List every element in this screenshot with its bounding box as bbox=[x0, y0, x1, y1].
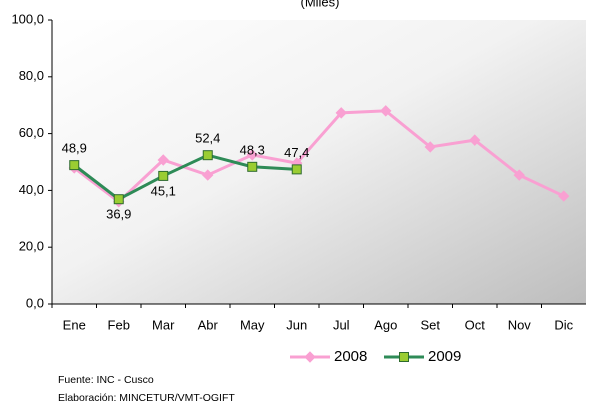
point bbox=[158, 170, 169, 181]
y-tick-label: 40,0 bbox=[19, 182, 44, 197]
point bbox=[246, 149, 258, 161]
y-tick-label: 20,0 bbox=[19, 239, 44, 254]
y-tick-label: 80,0 bbox=[19, 68, 44, 83]
chart-title: (Miles) bbox=[301, 0, 340, 9]
x-tick-label: Abr bbox=[198, 317, 219, 332]
y-tick-label: 100,0 bbox=[11, 11, 44, 26]
x-tick-label: Dic bbox=[554, 317, 573, 332]
x-tick-label: Mar bbox=[152, 317, 175, 332]
value-label: 48,9 bbox=[62, 141, 87, 156]
series-line bbox=[73, 153, 297, 201]
x-tick-label: Ago bbox=[374, 317, 397, 332]
point bbox=[304, 351, 316, 363]
value-label: 47,4 bbox=[284, 145, 309, 160]
value-label: 45,1 bbox=[151, 183, 176, 198]
point bbox=[380, 105, 392, 117]
value-label: 52,4 bbox=[195, 131, 220, 146]
point bbox=[469, 134, 481, 146]
point bbox=[202, 169, 214, 181]
point bbox=[69, 160, 80, 171]
point bbox=[399, 352, 409, 362]
credit-note: Elaboración: MINCETUR/VMT-OGIFT bbox=[58, 392, 235, 404]
legend-label: 2008 bbox=[334, 348, 367, 365]
point bbox=[113, 194, 124, 205]
series-line bbox=[73, 109, 565, 204]
x-tick-label: May bbox=[240, 317, 265, 332]
x-tick-label: Ene bbox=[63, 317, 86, 332]
x-tick-label: Feb bbox=[108, 317, 130, 332]
point bbox=[335, 107, 347, 119]
x-tick-label: Oct bbox=[465, 317, 486, 332]
y-tick-label: 0,0 bbox=[26, 295, 44, 310]
point bbox=[247, 161, 258, 172]
x-tick-label: Jun bbox=[286, 317, 307, 332]
x-tick-label: Nov bbox=[508, 317, 532, 332]
x-tick-label: Jul bbox=[333, 317, 350, 332]
point bbox=[424, 141, 436, 153]
point bbox=[558, 190, 570, 202]
x-tick-label: Set bbox=[420, 317, 440, 332]
point bbox=[202, 150, 213, 161]
value-label: 48,3 bbox=[240, 142, 265, 157]
y-tick-label: 60,0 bbox=[19, 125, 44, 140]
source-note: Fuente: INC - Cusco bbox=[58, 374, 154, 386]
value-label: 36,9 bbox=[106, 207, 131, 222]
legend-label: 2009 bbox=[428, 348, 461, 365]
plot-area bbox=[52, 20, 586, 304]
point bbox=[291, 164, 302, 175]
point bbox=[157, 154, 169, 166]
point bbox=[513, 169, 525, 181]
